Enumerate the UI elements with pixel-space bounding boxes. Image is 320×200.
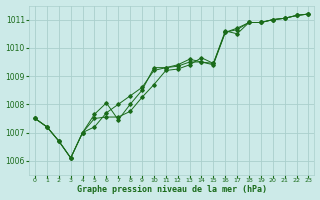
X-axis label: Graphe pression niveau de la mer (hPa): Graphe pression niveau de la mer (hPa) xyxy=(77,185,267,194)
